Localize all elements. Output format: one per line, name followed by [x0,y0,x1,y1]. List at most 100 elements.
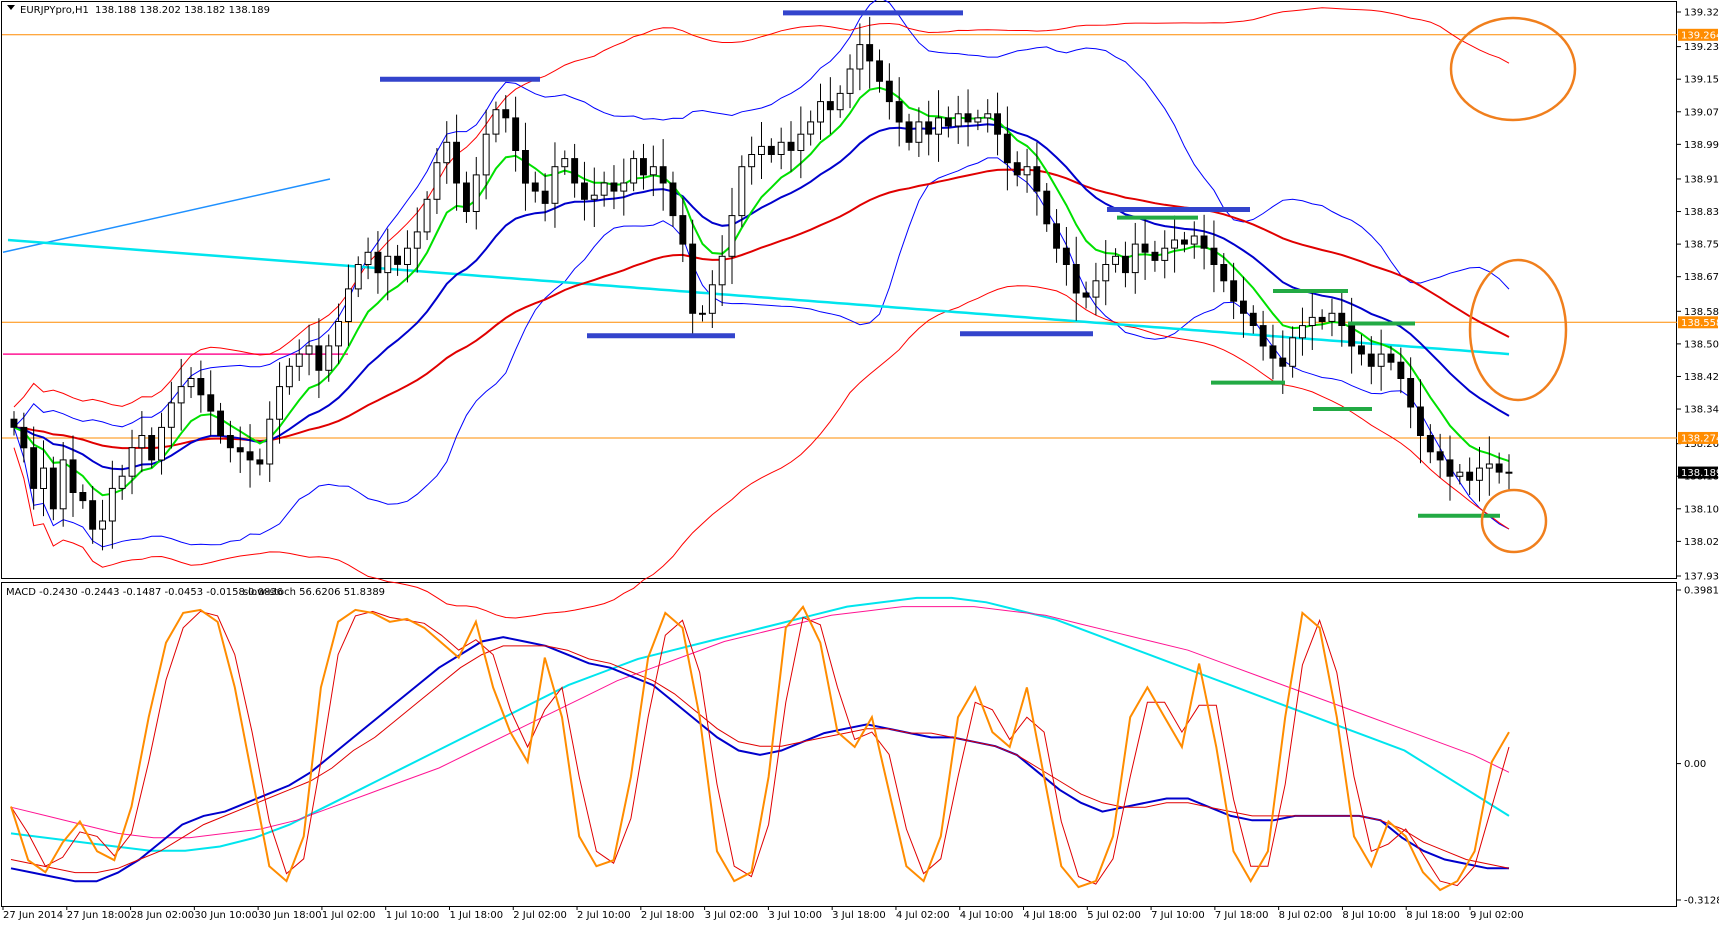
candle-body [276,386,284,420]
candle-body [1053,223,1060,249]
candle [876,49,883,93]
candle [1505,454,1513,491]
time-tick-label: 30 Jun 18:00 [258,910,322,921]
time-tick-label: 2 Jul 18:00 [641,910,695,921]
candle-body [787,141,795,151]
candle-body [708,284,716,314]
candle-body [364,251,372,266]
candle-body [984,113,992,119]
candle-body [718,255,726,286]
candle-body [728,215,736,257]
candle [79,484,87,509]
candle [1259,310,1267,361]
price-marker-label: 138.274 [1681,433,1719,444]
macd-tick-label: 0.3981 [1684,586,1719,597]
candle [394,244,402,276]
candle [1289,326,1297,378]
price-tick-label: 137.935 [1684,572,1719,583]
candle-body [935,117,942,135]
time-tick-label: 3 Jul 18:00 [832,910,886,921]
macd-label: MACD -0.2430 -0.2443 -0.1487 -0.0453 -0.… [6,587,283,598]
candle [1023,148,1031,193]
candle [1358,334,1365,366]
candle [1220,253,1228,293]
time-tick-label: 9 Jul 02:00 [1470,910,1524,921]
indicator-lines [10,596,1510,892]
candle-body [561,158,569,168]
candle [935,90,942,162]
candle [1072,236,1080,321]
candle-body [226,435,234,449]
candle [167,381,175,449]
collapse-triangle-icon[interactable] [7,5,15,10]
candle [826,77,834,135]
candle-body [1485,463,1493,469]
candle [158,412,166,475]
price-tick-label: 138.830 [1684,207,1719,218]
candle-body [905,121,913,143]
price-tick-label: 139.235 [1684,42,1719,53]
time-tick-label: 27 Jun 18:00 [67,910,131,921]
candle-body [1181,239,1188,245]
candle [1151,240,1159,272]
highlight-circle [1449,16,1577,122]
candle [659,139,667,211]
candle-body [177,386,185,404]
candle [974,109,982,131]
price-tick-label: 138.020 [1684,537,1719,548]
candle [345,264,352,346]
candle-body [345,288,352,322]
candle [944,106,952,138]
candle-body [1200,235,1208,249]
candle [315,318,323,399]
candle [128,429,136,495]
candle-body [797,133,805,151]
candle [994,92,1001,156]
candle-body [974,117,982,123]
candle [551,142,559,228]
candle [679,197,687,263]
candle-body [1092,280,1100,298]
trendline [2,178,331,253]
macd-main-line [10,636,1509,883]
candle [177,358,185,431]
candle [708,270,716,329]
candle-body [246,451,254,461]
candle-body [443,141,451,164]
time-tick-label: 8 Jul 02:00 [1279,910,1333,921]
candle [89,486,97,544]
candle [433,148,441,214]
candle-body [236,447,244,453]
candle-body [1417,406,1424,436]
candle [905,113,913,151]
candle-body [856,44,864,70]
candle [777,127,785,170]
candle-body [1062,247,1070,265]
candle [1043,183,1051,232]
candle-body [1308,316,1316,326]
candle-body [118,475,126,489]
candle [187,367,195,399]
candle [226,420,234,463]
candle-body [1289,337,1297,367]
candle [197,360,205,413]
candle-body [895,101,903,123]
candle-body [1220,264,1228,282]
candle [1446,435,1454,501]
highlight-circle [1468,258,1568,402]
candles [10,16,1513,551]
candle-body [453,141,461,184]
time-tick-label: 2 Jul 10:00 [577,910,631,921]
candle [817,83,824,140]
candle [620,158,628,216]
price-marker [1678,466,1718,479]
candle [797,106,805,179]
candle-body [738,166,746,217]
candle [1181,231,1188,253]
ohlc-label: 138.188 138.202 138.182 138.189 [95,5,270,16]
candle [1466,457,1474,495]
candle-body [1122,255,1129,274]
candle [1240,276,1247,338]
price-tick-label: 138.670 [1684,272,1719,283]
candle [1426,424,1434,464]
